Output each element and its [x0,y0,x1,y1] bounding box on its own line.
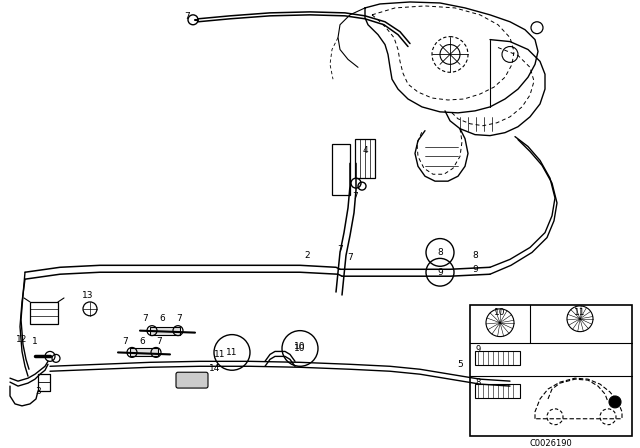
Text: 7: 7 [347,253,353,262]
Bar [178,374,206,386]
Text: 5: 5 [457,360,463,369]
Text: C0026190: C0026190 [530,439,572,448]
Text: 11: 11 [574,308,586,317]
Text: 10: 10 [294,342,306,351]
Bar [30,302,58,324]
Text: 8: 8 [437,248,443,257]
Text: 7: 7 [352,191,358,201]
Text: 2: 2 [304,251,310,260]
Text: 1: 1 [32,337,38,346]
Text: 6: 6 [159,314,165,323]
Text: 7: 7 [337,245,343,254]
Bar [475,384,520,398]
Text: 9: 9 [437,268,443,277]
Text: 8: 8 [472,251,478,260]
FancyBboxPatch shape [176,372,208,388]
Bar [475,351,520,365]
Text: 8: 8 [476,378,481,387]
Text: 14: 14 [209,364,221,373]
Bar [355,138,375,178]
Text: 6: 6 [139,337,145,346]
Text: 13: 13 [83,290,93,300]
Text: 4: 4 [362,146,368,155]
Bar [470,305,632,435]
Text: 7: 7 [176,314,182,323]
Text: 9: 9 [472,265,478,274]
Text: 7: 7 [184,13,190,22]
Text: 7: 7 [122,337,128,346]
Text: 10: 10 [494,308,506,317]
Text: 11: 11 [214,350,226,359]
Text: 7: 7 [156,337,162,346]
Text: 12: 12 [16,335,28,344]
Text: 9: 9 [476,345,481,354]
Bar [332,143,350,195]
Bar [130,349,158,356]
Circle shape [609,396,621,408]
Text: 10: 10 [294,344,306,353]
Text: 7: 7 [142,314,148,323]
Text: 3: 3 [35,387,41,396]
Bar [150,327,180,335]
Text: 11: 11 [227,348,237,357]
